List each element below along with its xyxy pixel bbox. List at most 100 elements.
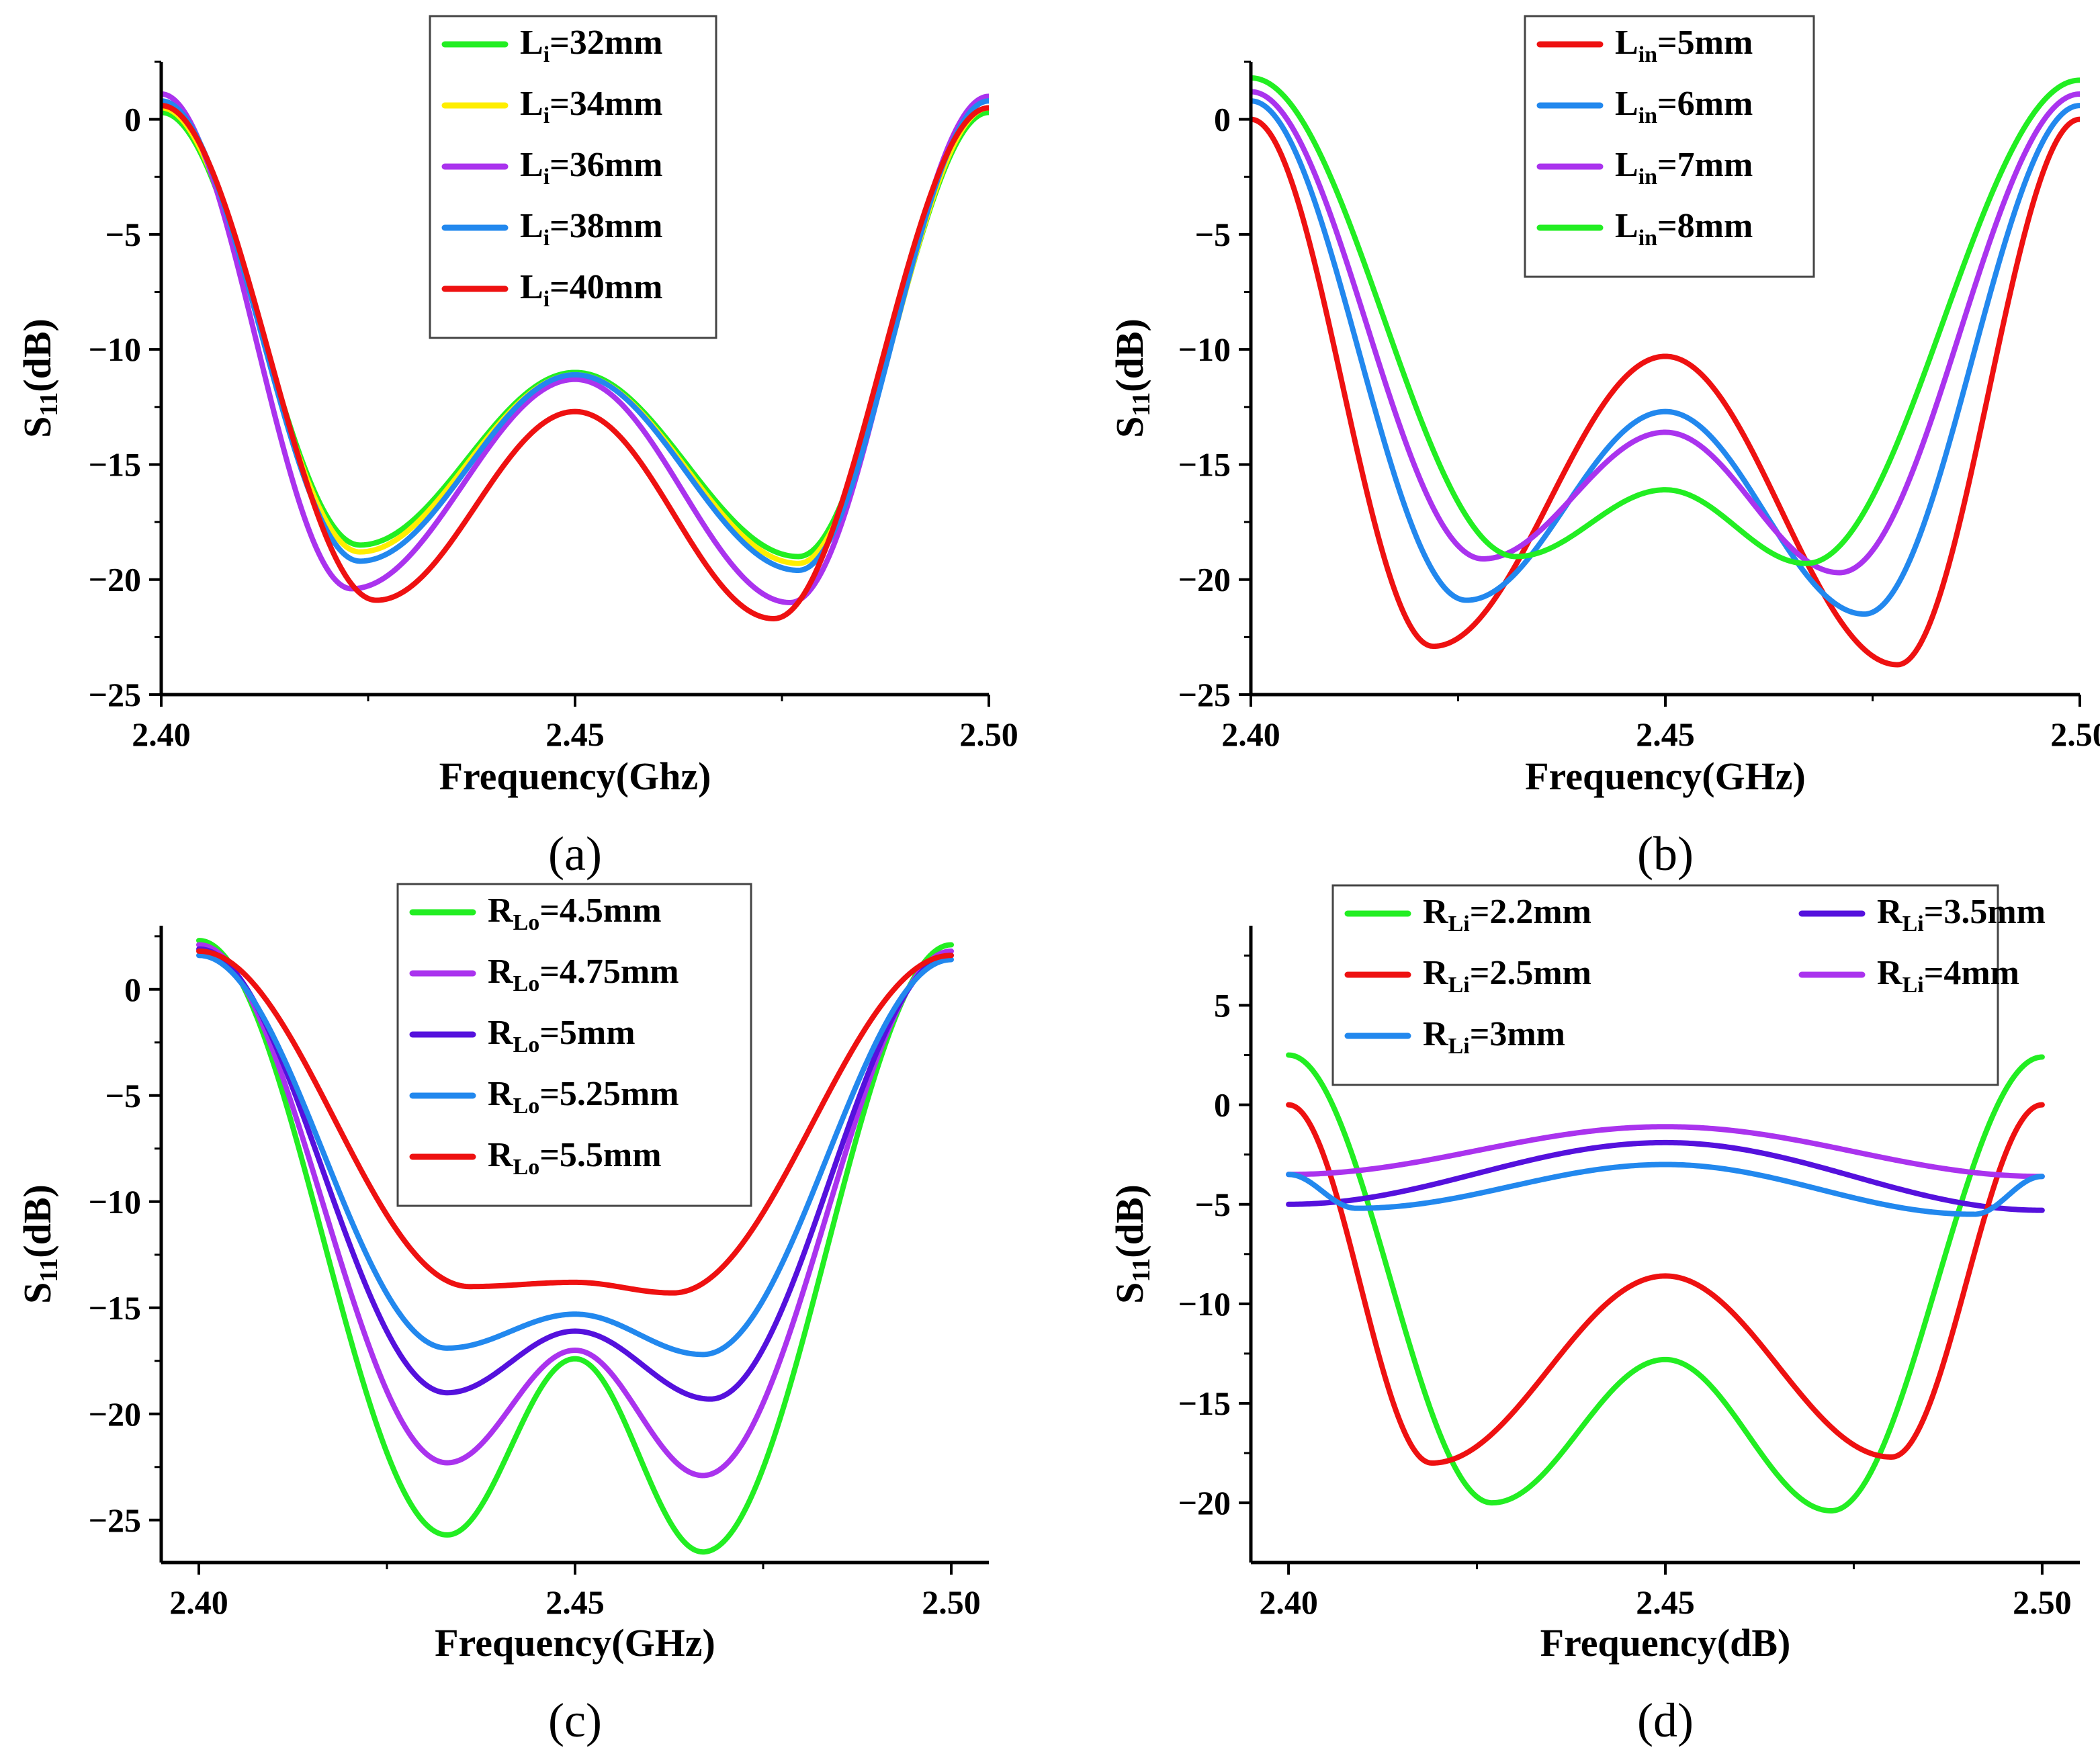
y-tick-label: 5 [1214, 987, 1231, 1024]
legend-label: Li=34mm [520, 85, 662, 128]
y-axis-title-sub: 11 [1127, 1258, 1155, 1282]
legend-label-rest: =5.25mm [539, 1075, 679, 1113]
series-line-RLi=3.5mm [1286, 1139, 2045, 1213]
x-axis-title: Frequency(GHz) [1525, 754, 1806, 798]
legend-label: RLo=4.5mm [488, 891, 662, 935]
legend-label-rest: =6mm [1657, 85, 1753, 123]
y-axis-title-rest: (dB) [1108, 1184, 1151, 1258]
legend-label-sub: Lo [513, 910, 540, 935]
y-tick-label: −20 [1178, 1484, 1231, 1522]
legend-label: RLo=5.5mm [488, 1136, 662, 1180]
series-line-RLi=4mm [1286, 1124, 2045, 1180]
legend-label-main: L [520, 146, 543, 184]
series-line-RLi=3mm [1286, 1161, 2045, 1217]
y-axis-title-rest: (dB) [1108, 318, 1151, 392]
y-tick-label: 0 [1214, 1086, 1231, 1124]
y-tick-label: −15 [1178, 445, 1231, 483]
legend-label-sub: Li [1902, 973, 1924, 998]
legend-label-main: R [488, 1136, 514, 1174]
legend-label-sub: i [543, 103, 550, 128]
legend-label-main: R [488, 891, 514, 930]
legend-label-main: L [520, 268, 543, 306]
series-line-Lin=5mm [1251, 116, 2080, 668]
legend-label-rest: =34mm [550, 85, 662, 123]
legend-label-sub: in [1638, 42, 1657, 67]
legend-label: Lin=7mm [1615, 146, 1753, 189]
panel-b: −25 −20 −15 −10 −5 0 2.40 2.45 2.50 Frequency(GHz… [1108, 15, 2100, 881]
x-tick-label: 2.45 [545, 1583, 605, 1621]
x-axis-title: Frequency(dB) [1540, 1621, 1791, 1665]
y-axis-title-sub: 11 [35, 1258, 63, 1282]
legend-label-rest: =36mm [550, 146, 662, 184]
legend-label: Li=38mm [520, 207, 662, 251]
legend-box [396, 883, 752, 1207]
panel-label: (a) [548, 827, 602, 881]
legend-label-rest: =3.5mm [1924, 893, 2046, 931]
series-line-RLo=4.75mm [196, 942, 954, 1479]
legend-label: Lin=6mm [1615, 85, 1753, 128]
legend-label-sub: Lo [513, 971, 540, 996]
y-tick-label: −5 [105, 1077, 142, 1114]
series-lines [1286, 1052, 2045, 1513]
series-lines [1251, 75, 2080, 668]
legend-label: Li=36mm [520, 146, 662, 189]
legend-label-main: L [1615, 146, 1638, 184]
y-axis-title-sub: 11 [1127, 392, 1155, 416]
y-axis-title-main: S [1108, 1282, 1151, 1304]
legend-label-rest: =32mm [550, 24, 662, 62]
legend-label-rest: =38mm [550, 207, 662, 245]
y-tick-label: −25 [89, 1501, 142, 1539]
series-line-RLi=2.2mm [1286, 1052, 2045, 1513]
x-tick-label: 2.50 [2050, 715, 2100, 753]
legend-label-sub: Li [1902, 912, 1924, 936]
y-tick-label: −25 [89, 676, 142, 713]
series-line-RLo=5.25mm [196, 953, 954, 1358]
y-tick-label: −10 [89, 331, 142, 368]
series-line-Lin=8mm [1251, 75, 2080, 566]
legend-label: Li=40mm [520, 268, 662, 312]
y-tick-label: −20 [89, 561, 142, 599]
legend-label: Lin=8mm [1615, 207, 1753, 251]
legend-label-rest: =8mm [1657, 207, 1753, 245]
x-tick-label: 2.50 [922, 1583, 981, 1621]
legend-label-main: L [1615, 85, 1638, 123]
y-tick-label: −20 [1178, 561, 1231, 599]
legend-label-sub: Lo [513, 1094, 540, 1118]
y-axis-title-sub: 11 [35, 392, 63, 416]
x-tick-label: 2.40 [1259, 1583, 1318, 1621]
legend-label: RLi=3.5mm [1877, 893, 2046, 936]
legend-label: RLi=2.5mm [1423, 954, 1591, 998]
legend-label-rest: =5mm [539, 1014, 635, 1052]
x-tick-label: 2.40 [132, 715, 191, 753]
panel-d: −20 −15 −10 −5 0 5 2.40 2.45 2.50 Frequency(dB) S1… [1108, 884, 2080, 1747]
y-axis-title: S11(dB) [15, 318, 62, 438]
legend-box [1524, 15, 1815, 278]
legend-label-main: R [488, 1075, 514, 1113]
y-tick-label: 0 [124, 101, 141, 138]
x-tick-label: 2.45 [1636, 715, 1695, 753]
legend-label-rest: =3mm [1470, 1015, 1565, 1053]
legend-label-main: R [1423, 1015, 1449, 1053]
legend-box [1331, 884, 1999, 1086]
legend-box [429, 15, 717, 339]
legend-label-rest: =7mm [1657, 146, 1753, 184]
y-axis-title-rest: (dB) [15, 318, 59, 392]
y-tick-label: −20 [89, 1395, 142, 1433]
series-line-RLo=5.5mm [196, 948, 954, 1296]
legend-label-sub: i [543, 165, 550, 189]
y-tick-label: −15 [1178, 1385, 1231, 1422]
y-axis-title-main: S [1108, 416, 1151, 438]
legend-label-sub: Lo [513, 1155, 540, 1180]
y-axis-title: S11(dB) [1108, 1184, 1155, 1304]
legend-label-main: L [1615, 24, 1638, 62]
y-tick-label: −5 [105, 216, 142, 253]
legend-label-rest: =4mm [1924, 954, 2019, 992]
series-line-RLo=5mm [196, 946, 954, 1402]
series-line-Lin=6mm [1251, 98, 2080, 617]
legend-label: RLo=5.25mm [488, 1075, 679, 1118]
legend-label-sub: i [543, 42, 550, 67]
